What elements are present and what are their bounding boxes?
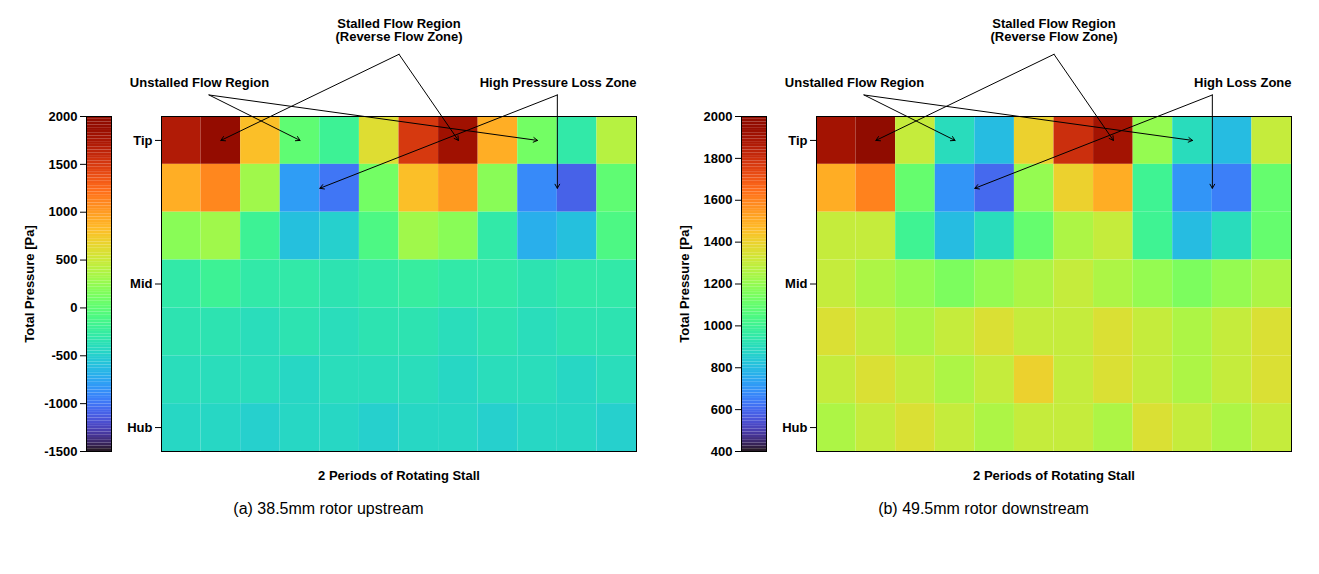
svg-text:Tip: Tip [788,133,807,148]
svg-text:-1500: -1500 [44,444,77,459]
svg-text:2000: 2000 [49,109,78,124]
svg-text:2 Periods of Rotating Stall: 2 Periods of Rotating Stall [318,468,480,483]
svg-text:Unstalled Flow Region: Unstalled Flow Region [130,75,269,90]
svg-text:400: 400 [711,444,733,459]
svg-text:Stalled Flow Region(Reverse Fl: Stalled Flow Region(Reverse Flow Zone) [990,16,1117,44]
svg-text:Stalled Flow Region(Reverse Fl: Stalled Flow Region(Reverse Flow Zone) [335,16,462,44]
svg-text:Mid: Mid [130,276,152,291]
svg-text:1200: 1200 [704,276,733,291]
html-text:(a) 38.5mm rotor upstream: (a) 38.5mm rotor upstream [233,500,424,517]
html-text:(b) 49.5mm rotor downstream: (b) 49.5mm rotor downstream [878,500,1089,517]
svg-text:High Pressure Loss Zone: High Pressure Loss Zone [480,75,637,90]
svg-text:Total Pressure [Pa]: Total Pressure [Pa] [677,225,692,343]
svg-text:Hub: Hub [127,420,152,435]
svg-text:1800: 1800 [704,151,733,166]
svg-text:1600: 1600 [704,192,733,207]
svg-text:Hub: Hub [782,420,807,435]
svg-text:-1000: -1000 [44,396,77,411]
svg-text:1500: 1500 [49,157,78,172]
svg-text:500: 500 [56,252,78,267]
svg-text:2 Periods of Rotating Stall: 2 Periods of Rotating Stall [973,468,1135,483]
svg-text:1400: 1400 [704,234,733,249]
svg-text:800: 800 [711,360,733,375]
svg-text:Unstalled Flow Region: Unstalled Flow Region [785,75,924,90]
svg-text:Total Pressure [Pa]: Total Pressure [Pa] [22,225,37,343]
svg-text:1000: 1000 [49,204,78,219]
svg-text:600: 600 [711,402,733,417]
svg-text:High Loss Zone: High Loss Zone [1194,75,1292,90]
svg-text:Tip: Tip [133,133,152,148]
svg-text:0: 0 [70,300,77,315]
svg-text:Mid: Mid [785,276,807,291]
svg-text:2000: 2000 [704,109,733,124]
svg-text:1000: 1000 [704,318,733,333]
svg-text:-500: -500 [51,348,77,363]
